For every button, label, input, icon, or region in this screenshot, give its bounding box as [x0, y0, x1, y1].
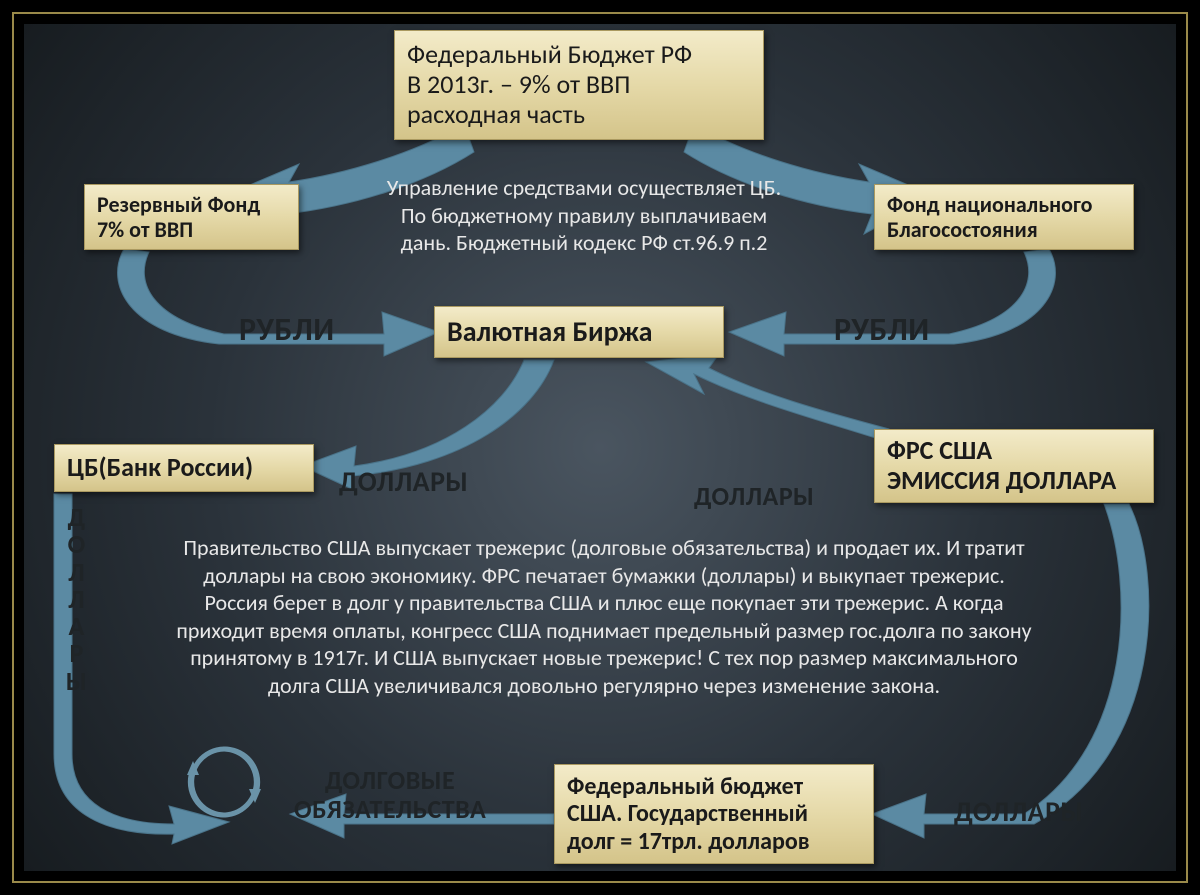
label-dollars-mid-right: ДОЛЛАРЫ [694, 480, 814, 512]
node-fed-budget-usa: Федеральный бюджетСША. Государственныйдо… [554, 764, 874, 864]
node-frs-usa: ФРС СШАЭМИССИЯ ДОЛЛАРА [874, 429, 1154, 503]
diagram-canvas: Федеральный Бюджет РФВ 2013г. – 9% от ВВ… [24, 24, 1176, 871]
node-reserve-fund: Резервный Фонд7% от ВВП [84, 184, 299, 250]
node-line: расходная часть [407, 100, 751, 130]
node-line: Федеральный бюджет [567, 773, 861, 801]
node-line: 7% от ВВП [97, 217, 286, 242]
text-usa-paragraph: Правительство США выпускает трежерис (до… [94, 534, 1114, 699]
node-line: Федеральный Бюджет РФ [407, 40, 751, 70]
node-currency-exchange: Валютная Биржа [434, 306, 724, 358]
text-cb-management: Управление средствами осуществляет ЦБ.По… [324, 174, 844, 257]
node-line: Благосостояния [887, 217, 1121, 242]
cycle-icon [179, 737, 269, 827]
label-rubles-right: РУБЛИ [834, 310, 930, 349]
node-line: США. Государственный [567, 800, 861, 828]
node-cb-russia: ЦБ(Банк России) [54, 444, 314, 492]
node-line: долг = 17трл. долларов [567, 828, 861, 856]
label-rubles-left: РУБЛИ [239, 310, 335, 349]
label-debt-obligations: ДОЛГОВЫЕОБЯЗАТЕЛЬСТВА [294, 766, 486, 823]
node-fed-budget-rf: Федеральный Бюджет РФВ 2013г. – 9% от ВВ… [394, 30, 764, 140]
arrow-frs-to-exchange [646, 354, 894, 444]
node-line: Валютная Биржа [447, 316, 711, 348]
node-line: Резервный Фонд [97, 192, 286, 217]
node-line: ЦБ(Банк России) [67, 453, 301, 483]
label-dollars-bottom-right: ДОЛЛАРЫ [954, 794, 1083, 829]
label-dollars-vertical: ДОЛЛАРЫ [66, 504, 89, 695]
outer-frame: Федеральный Бюджет РФВ 2013г. – 9% от ВВ… [0, 0, 1200, 895]
node-line: ЭМИССИЯ ДОЛЛАРА [887, 466, 1141, 496]
node-line: ФРС США [887, 436, 1141, 466]
label-dollars-mid-left: ДОЛЛАРЫ [339, 464, 468, 499]
node-line: Фонд национального [887, 192, 1121, 217]
node-welfare-fund: Фонд национальногоБлагосостояния [874, 184, 1134, 250]
node-line: В 2013г. – 9% от ВВП [407, 70, 751, 100]
